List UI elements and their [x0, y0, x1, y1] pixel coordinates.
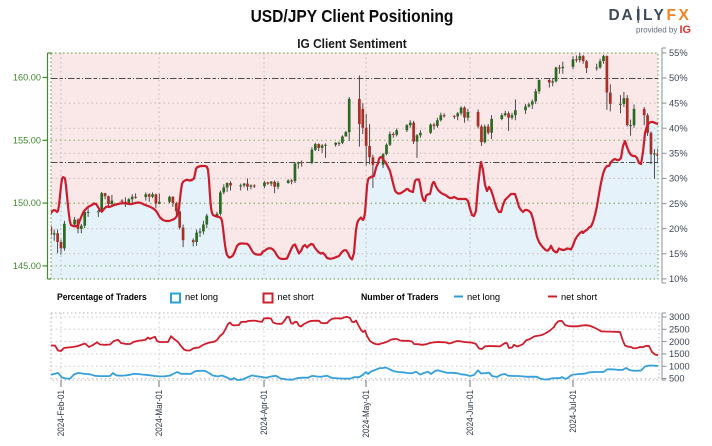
- svg-text:IG Client Sentiment: IG Client Sentiment: [297, 37, 407, 51]
- svg-text:35%: 35%: [669, 149, 688, 159]
- svg-text:30%: 30%: [669, 174, 688, 184]
- svg-text:2024-Mar-01: 2024-Mar-01: [154, 390, 164, 437]
- svg-text:IG: IG: [680, 24, 692, 36]
- svg-text:2024-Jul-01: 2024-Jul-01: [568, 390, 578, 433]
- svg-text:55%: 55%: [669, 48, 688, 58]
- svg-text:net long: net long: [185, 292, 218, 302]
- svg-text:2024-Apr-01: 2024-Apr-01: [259, 390, 269, 435]
- svg-text:10%: 10%: [669, 274, 688, 284]
- svg-text:provided by: provided by: [636, 26, 677, 35]
- svg-text:Y: Y: [654, 7, 665, 24]
- svg-text:net short: net short: [561, 292, 598, 302]
- svg-text:2500: 2500: [669, 325, 690, 335]
- svg-text:2024-Feb-01: 2024-Feb-01: [56, 390, 66, 437]
- svg-text:2024-Jun-01: 2024-Jun-01: [465, 390, 475, 436]
- svg-text:1500: 1500: [669, 349, 690, 359]
- svg-text:net short: net short: [278, 292, 315, 302]
- svg-text:50%: 50%: [669, 73, 688, 83]
- svg-text:150.00: 150.00: [13, 198, 41, 208]
- svg-text:500: 500: [669, 374, 685, 384]
- svg-text:3000: 3000: [669, 312, 690, 322]
- svg-text:1000: 1000: [669, 361, 690, 371]
- svg-text:2024-May-01: 2024-May-01: [361, 390, 371, 438]
- svg-text:Number of Traders: Number of Traders: [361, 292, 439, 302]
- svg-text:A: A: [622, 7, 633, 24]
- svg-text:F: F: [667, 7, 676, 24]
- svg-text:40%: 40%: [669, 123, 688, 133]
- svg-text:D: D: [609, 7, 620, 24]
- svg-text:160.00: 160.00: [13, 73, 41, 83]
- svg-text:net long: net long: [467, 292, 500, 302]
- svg-text:45%: 45%: [669, 98, 688, 108]
- svg-text:L: L: [643, 7, 652, 24]
- svg-text:2000: 2000: [669, 337, 690, 347]
- svg-text:25%: 25%: [669, 199, 688, 209]
- svg-text:155.00: 155.00: [13, 135, 41, 145]
- svg-text:X: X: [679, 7, 690, 24]
- svg-text:Percentage of Traders: Percentage of Traders: [57, 292, 147, 302]
- svg-text:20%: 20%: [669, 224, 688, 234]
- svg-text:USD/JPY Client Positioning: USD/JPY Client Positioning: [251, 6, 454, 26]
- svg-text:15%: 15%: [669, 249, 688, 259]
- svg-text:145.00: 145.00: [13, 261, 41, 271]
